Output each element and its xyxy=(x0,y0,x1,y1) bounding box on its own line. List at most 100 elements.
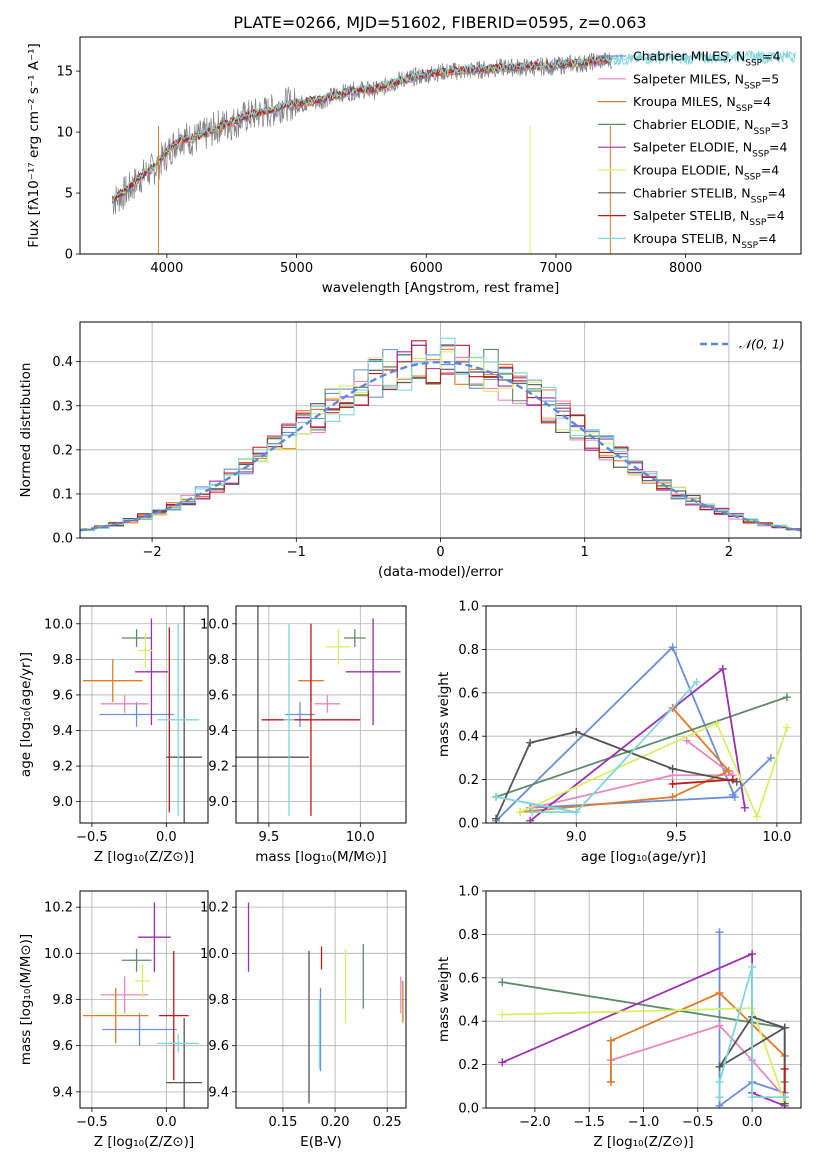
x-tick-label: 10.0 xyxy=(762,830,791,845)
y-tick-label: 9.6 xyxy=(52,1039,73,1054)
axes-frame xyxy=(79,890,209,1109)
weight-marker xyxy=(782,693,791,702)
weight-marker xyxy=(715,1021,724,1030)
y-tick-label: 0.3 xyxy=(52,399,73,414)
plot-area-age_vs_mass xyxy=(236,606,401,823)
y-tick-label: 0.4 xyxy=(52,355,73,370)
y-tick-label: 15 xyxy=(56,65,73,80)
y-axis-label: Normed distribution xyxy=(18,363,34,498)
errorbar-point xyxy=(100,694,149,713)
y-tick-label: 9.2 xyxy=(52,760,73,775)
plot-area-mass_vs_Z xyxy=(82,902,203,1108)
legend-count: =4 xyxy=(768,185,786,200)
y-tick-label: 0 xyxy=(65,248,73,263)
y-tick-label: 10.2 xyxy=(44,901,73,916)
x-tick-label: −2.0 xyxy=(519,1115,551,1130)
legend-label: Chabrier ELODIE, NSSP=3 xyxy=(633,117,789,137)
weight-marker xyxy=(692,677,701,686)
y-tick-label: 9.4 xyxy=(52,1085,73,1100)
legend-label: Chabrier STELIB, NSSP=4 xyxy=(633,185,786,205)
x-tick-label: 5000 xyxy=(280,261,313,276)
y-tick-label: 0.6 xyxy=(458,686,479,701)
errorbar-point xyxy=(138,902,171,972)
errorbar-point xyxy=(157,623,200,816)
weight-marker xyxy=(715,1062,724,1071)
y-tick-label: 5 xyxy=(65,187,73,202)
axes-residual_histogram: −2 −1 0 1 2 0.0 0.1 0.2 0.3 0.4 (data-model)/error… xyxy=(18,321,802,580)
weight-marker xyxy=(668,764,677,773)
x-tick-label: 2 xyxy=(725,545,733,560)
y-tick-label: 0.0 xyxy=(52,532,73,547)
x-tick-label: 6000 xyxy=(410,261,443,276)
weight-marker xyxy=(748,949,757,958)
weight-marker xyxy=(715,1077,724,1086)
weight-marker xyxy=(715,928,724,937)
legend-subscript: SSP xyxy=(751,195,768,205)
y-tick-label: 0.0 xyxy=(458,1102,479,1117)
x-axis-label: E(B-V) xyxy=(300,1134,342,1150)
legend-count: =4 xyxy=(761,163,779,178)
y-tick-label: 9.8 xyxy=(208,653,229,668)
legend-count: =4 xyxy=(769,140,787,155)
errorbar-point xyxy=(82,987,149,1044)
weight-marker xyxy=(668,779,677,788)
y-tick-label: 9.0 xyxy=(52,795,73,810)
y-tick-label: 0.4 xyxy=(458,730,479,745)
weight-marker xyxy=(492,792,501,801)
x-axis-label: Z [log₁₀(Z/Z⊙)] xyxy=(94,1134,194,1150)
x-tick-label: 9.0 xyxy=(566,830,587,845)
legend-label: Kroupa MILES, NSSP=4 xyxy=(633,94,771,114)
errorbar-point xyxy=(314,694,341,713)
weight-marker xyxy=(748,962,757,971)
figure-title: PLATE=0266, MJD=51602, FIBERID=0595, z=0… xyxy=(233,13,646,32)
y-tick-label: 0.1 xyxy=(52,487,73,502)
x-tick-label: 1 xyxy=(581,545,589,560)
weight-marker xyxy=(668,792,677,801)
x-tick-label: 0.0 xyxy=(156,1115,177,1130)
y-tick-label: 9.0 xyxy=(208,795,229,810)
y-axis-label: age [log₁₀(age/yr)] xyxy=(18,652,34,777)
errorbar-point xyxy=(121,629,152,647)
gaussian-curve xyxy=(80,360,801,532)
errorbar-point xyxy=(158,951,189,1081)
spectrum-model-line xyxy=(111,55,612,201)
errorbar-point xyxy=(261,623,361,816)
weight-marker xyxy=(526,738,535,747)
weight-marker xyxy=(516,808,525,817)
axes-frame xyxy=(79,321,802,539)
x-tick-label: 7000 xyxy=(539,261,572,276)
plot-area-residual_histogram xyxy=(80,337,801,532)
weight-line xyxy=(732,757,772,796)
axes-frame xyxy=(235,890,407,1109)
axes-frame xyxy=(485,890,802,1109)
weight-marker xyxy=(668,643,677,652)
x-axis-label: mass [log₁₀(M/M⊙)] xyxy=(255,849,386,865)
weight-line xyxy=(718,966,785,1099)
y-tick-label: 1.0 xyxy=(458,600,479,615)
weight-marker xyxy=(528,808,537,817)
x-axis-label: wavelength [Angstrom, rest frame] xyxy=(322,280,560,296)
spectrum-model-line-red xyxy=(611,49,796,66)
weight-marker xyxy=(766,753,775,762)
axes-frame xyxy=(79,605,209,824)
y-tick-label: 0.6 xyxy=(458,971,479,986)
y-tick-label: 10.2 xyxy=(200,901,229,916)
weight-line xyxy=(495,696,788,798)
axes-mass_weight_vs_Z: −2.0 −1.5 −1.0 −0.5 0.0 0.0 0.2 0.4 0.6 0.8 1.0 Z [… xyxy=(436,885,802,1150)
axes-frame xyxy=(235,605,407,824)
errorbar-point xyxy=(285,702,315,727)
legend-subscript: SSP xyxy=(744,173,761,183)
weight-marker xyxy=(728,790,737,799)
x-tick-label: 0.0 xyxy=(156,830,177,845)
plot-area-spectrum xyxy=(111,49,796,254)
y-tick-label: 0.2 xyxy=(458,773,479,788)
errorbar-point xyxy=(283,623,295,816)
x-tick-label: 0.25 xyxy=(373,1115,402,1130)
legend-subscript: SSP xyxy=(741,241,758,251)
x-axis-label: (data-model)/error xyxy=(378,564,504,580)
y-tick-label: 0.4 xyxy=(458,1015,479,1030)
y-tick-label: 9.8 xyxy=(52,653,73,668)
x-tick-label: −0.5 xyxy=(76,830,108,845)
x-tick-label: −2 xyxy=(143,545,162,560)
spectrum-data-line xyxy=(112,52,612,215)
